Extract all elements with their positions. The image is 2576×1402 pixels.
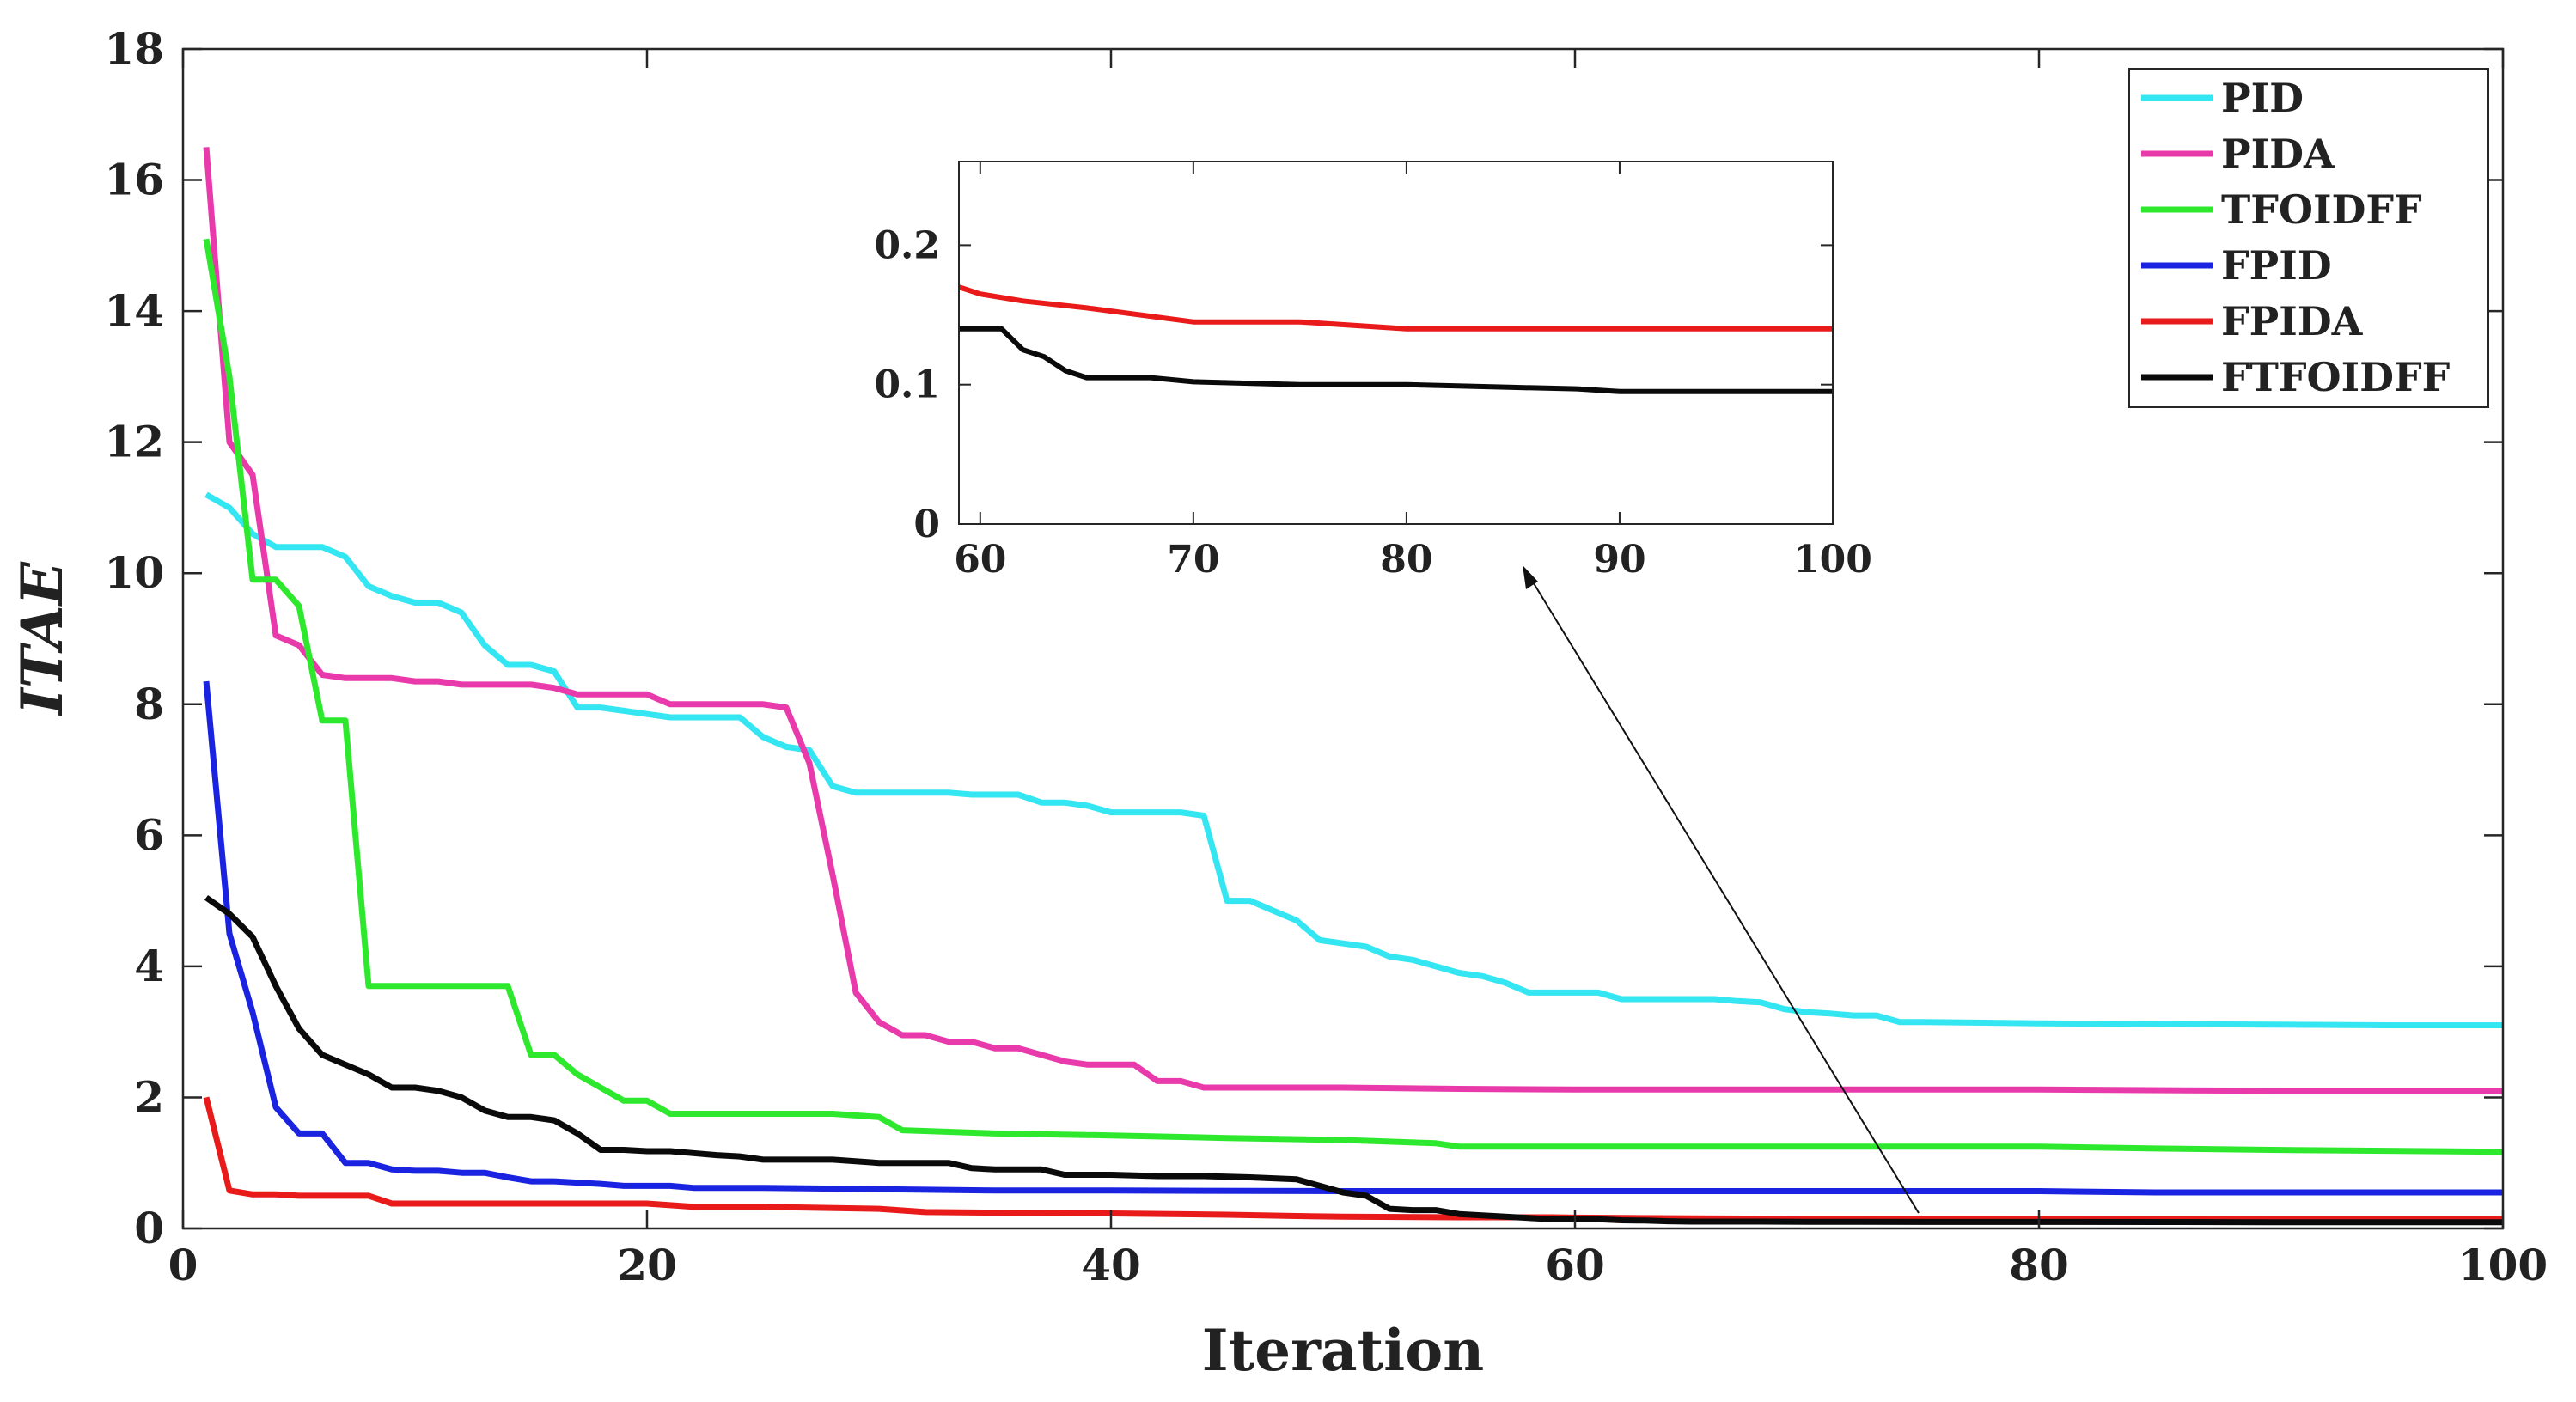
y-tick-label: 4 [134, 941, 164, 991]
inset-x-tick-label: 90 [1593, 538, 1645, 582]
y-tick-label: 16 [104, 155, 164, 205]
series-line-pida [203, 147, 2503, 1094]
series-line-pid [204, 491, 2503, 1028]
inset-x-axis: 60 70 80 90 100 [954, 162, 1872, 582]
x-tick-label: 40 [1081, 1240, 1141, 1290]
inset-x-tick-label: 100 [1793, 538, 1872, 582]
zoom-pointer-line [1526, 571, 1920, 1214]
legend-entries: PID PIDA TFOIDFF FPID FPIDA FTFOIDFF [2141, 75, 2451, 400]
x-tick-label: 60 [1545, 1240, 1605, 1290]
zoom-pointer [1523, 565, 1920, 1214]
main-series-group [203, 147, 2504, 1226]
legend-label-ftfoidff: FTFOIDFF [2221, 354, 2451, 400]
x-axis: 0 20 40 60 80 100 [168, 49, 2548, 1290]
inset-series-line-ftfoidff [959, 326, 1833, 394]
inset-y-tick-label: 0.2 [874, 223, 940, 267]
y-tick-label: 0 [134, 1203, 164, 1253]
y-tick-label: 12 [104, 417, 164, 467]
y-tick-label: 2 [134, 1071, 164, 1122]
y-tick-label: 10 [104, 547, 164, 598]
inset-x-tick-label: 80 [1380, 538, 1432, 582]
zoom-pointer-arrowhead [1523, 565, 1538, 589]
inset-y-axis: 0 0.1 0.2 [874, 223, 1833, 546]
x-axis-title: Iteration [1202, 1317, 1484, 1384]
y-axis: 0 2 4 6 8 10 12 14 16 18 [104, 23, 2503, 1253]
y-tick-label: 8 [134, 679, 164, 729]
y-axis-title: ITAE [9, 560, 76, 716]
x-tick-label: 20 [617, 1240, 677, 1290]
legend-label-tfoidff: TFOIDFF [2221, 186, 2422, 233]
legend-label-fpida: FPIDA [2221, 298, 2364, 344]
series-line-tfoidff [203, 238, 2504, 1155]
inset-x-tick-label: 60 [954, 538, 1006, 582]
inset-background [959, 162, 1833, 524]
x-tick-label: 0 [168, 1240, 198, 1290]
inset-y-tick-label: 0 [913, 503, 940, 546]
y-tick-label: 14 [104, 285, 164, 336]
legend: PID PIDA TFOIDFF FPID FPIDA FTFOIDFF [2128, 68, 2489, 408]
inset-series-line-fpida [958, 284, 1833, 332]
legend-label-fpid: FPID [2221, 242, 2332, 289]
inset-y-tick-label: 0.1 [874, 363, 940, 407]
inset-series-group [958, 284, 1833, 394]
x-tick-label: 100 [2458, 1240, 2548, 1290]
series-line-fpid [203, 680, 2503, 1196]
inset-frame [958, 161, 1834, 525]
legend-box [2128, 68, 2489, 408]
legend-label-pid: PID [2221, 75, 2304, 121]
series-line-ftfoidff [204, 894, 2503, 1226]
main-plot-frame [181, 47, 2505, 1230]
x-tick-label: 80 [2009, 1240, 2069, 1290]
y-tick-label: 6 [134, 809, 164, 860]
main-plot-area: 0 20 40 60 80 100 0 2 4 6 8 10 12 14 16 18 [104, 23, 2548, 1290]
inset-plot: 60 70 80 90 100 0 0.1 0.2 [874, 161, 1872, 582]
legend-label-pida: PIDA [2221, 131, 2335, 177]
inset-x-tick-label: 70 [1167, 538, 1219, 582]
y-tick-label: 18 [104, 23, 164, 74]
